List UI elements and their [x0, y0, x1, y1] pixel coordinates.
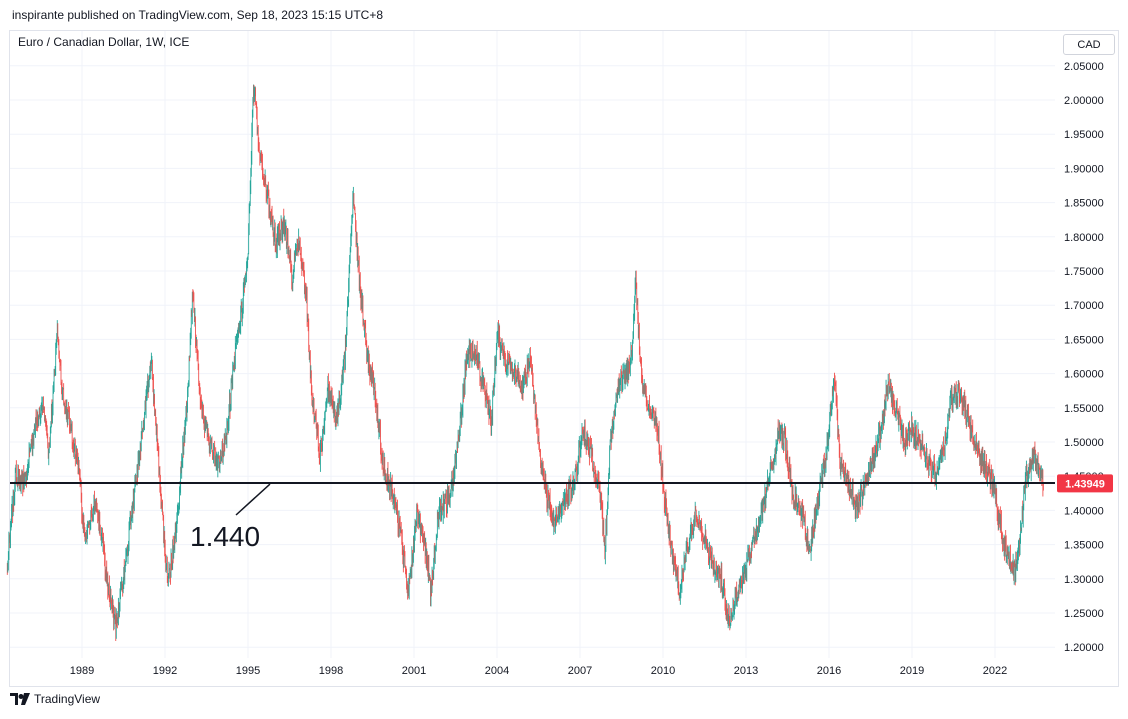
x-tick-label: 2010 — [651, 665, 675, 677]
brand-label: TradingView — [34, 692, 101, 706]
y-tick-label: 2.05000 — [1064, 61, 1104, 73]
last-price-label: 1.43949 — [1065, 478, 1105, 490]
x-tick-label: 1989 — [70, 665, 94, 677]
symbol-title: Euro / Canadian Dollar, 1W, ICE — [18, 35, 190, 49]
tradingview-brand[interactable]: TradingView — [10, 692, 100, 706]
publish-info: inspirante published on TradingView.com,… — [12, 8, 384, 22]
x-tick-label: 2001 — [402, 665, 426, 677]
annotations: 1.440 — [10, 482, 1055, 552]
chart-panel[interactable] — [9, 30, 1119, 687]
x-tick-label: 1998 — [319, 665, 343, 677]
y-tick-label: 1.70000 — [1064, 300, 1104, 312]
x-tick-label: 1995 — [236, 665, 260, 677]
level-label: 1.440 — [190, 521, 260, 552]
y-tick-label: 1.40000 — [1064, 505, 1104, 517]
level-pointer — [235, 483, 271, 516]
x-tick-label: 1992 — [153, 665, 177, 677]
currency-button[interactable]: CAD — [1063, 34, 1115, 55]
y-tick-label: 1.90000 — [1064, 163, 1104, 175]
y-tick-label: 1.30000 — [1064, 574, 1104, 586]
y-tick-label: 1.65000 — [1064, 334, 1104, 346]
y-tick-label: 1.20000 — [1064, 642, 1104, 654]
y-tick-label: 1.60000 — [1064, 369, 1104, 381]
y-tick-label: 1.50000 — [1064, 437, 1104, 449]
x-tick-label: 2022 — [983, 665, 1007, 677]
y-tick-label: 1.95000 — [1064, 129, 1104, 141]
y-tick-label: 2.00000 — [1064, 95, 1104, 107]
x-tick-label: 2019 — [900, 665, 924, 677]
x-tick-label: 2007 — [568, 665, 592, 677]
x-tick-label: 2016 — [817, 665, 841, 677]
tradingview-logo-icon — [10, 693, 30, 705]
y-tick-label: 1.25000 — [1064, 608, 1104, 620]
x-tick-label: 2013 — [734, 665, 758, 677]
y-tick-label: 1.75000 — [1064, 266, 1104, 278]
y-tick-label: 1.85000 — [1064, 198, 1104, 210]
y-tick-label: 1.35000 — [1064, 540, 1104, 552]
x-tick-label: 2004 — [485, 665, 509, 677]
last-price-badge — [1057, 474, 1113, 493]
y-tick-label: 1.80000 — [1064, 232, 1104, 244]
time-axis: 1989 1992 1995 1998 2001 2004 2007 2010 2013 2016… — [70, 665, 1007, 677]
y-tick-label: 1.55000 — [1064, 403, 1104, 415]
candles — [6, 84, 1044, 642]
price-axis: 2.05000 2.00000 1.95000 1.90000 1.85000 1.800… — [1057, 61, 1113, 654]
